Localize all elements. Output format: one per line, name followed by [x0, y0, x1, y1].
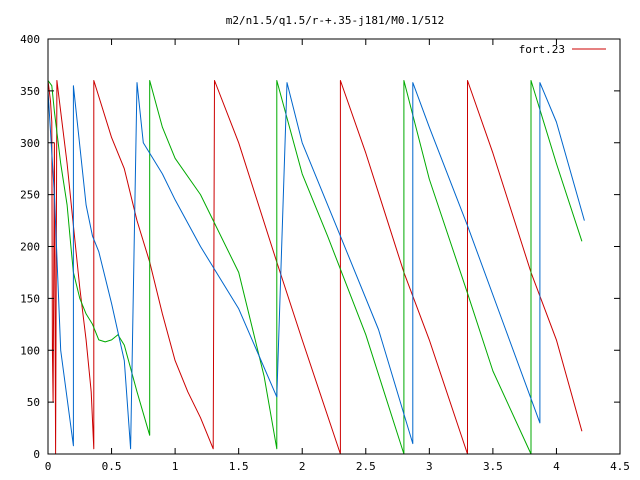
x-tick-label: 0: [45, 460, 52, 473]
series-layer: [47, 80, 585, 455]
x-tick-label: 4.5: [610, 460, 630, 473]
x-tick-label: 3.5: [483, 460, 503, 473]
x-tick-label: 0.5: [102, 460, 122, 473]
y-tick-label: 250: [20, 189, 40, 202]
series-line-3: [47, 82, 585, 450]
x-tick-label: 1: [172, 460, 179, 473]
y-tick-label: 0: [33, 448, 40, 461]
y-tick-label: 200: [20, 241, 40, 254]
y-tick-label: 100: [20, 344, 40, 357]
y-tick-label: 350: [20, 85, 40, 98]
axis-layer: 0 0.5 1 1.5 2 2.5 3 3.5 4 4.5 0 50 100 150 200 250 300 35…: [20, 33, 630, 473]
y-tick-label: 150: [20, 292, 40, 305]
legend: fort.23: [519, 43, 606, 56]
chart-title: m2/n1.5/q1.5/r-+.35-j181/M0.1/512: [226, 14, 445, 27]
plot-frame: [47, 38, 621, 455]
y-tick-label: 400: [20, 33, 40, 46]
y-tick-label: 300: [20, 137, 40, 150]
x-tick-label: 4: [553, 460, 560, 473]
legend-label: fort.23: [519, 43, 565, 56]
x-tick-label: 3: [426, 460, 433, 473]
x-tick-label: 1.5: [229, 460, 249, 473]
x-tick-label: 2.5: [356, 460, 376, 473]
x-tick-label: 2: [299, 460, 306, 473]
series-line-1: [47, 80, 583, 455]
y-tick-label: 50: [27, 396, 40, 409]
